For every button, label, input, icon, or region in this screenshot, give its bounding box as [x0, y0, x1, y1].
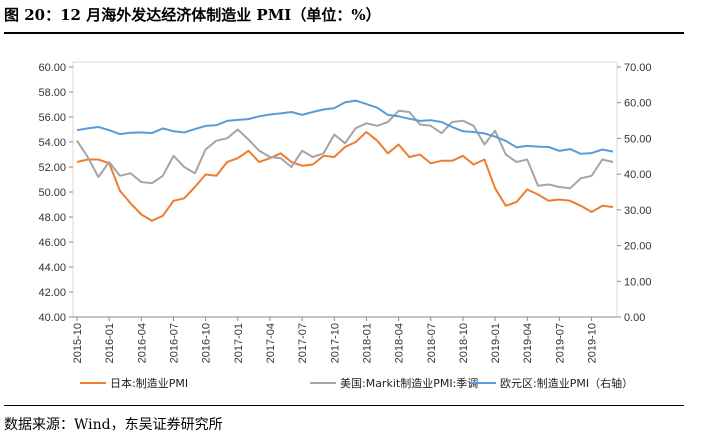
series-line-1 [76, 131, 614, 222]
left-tick-label: 60.00 [38, 62, 66, 74]
left-tick-label: 52.00 [38, 162, 66, 174]
x-tick-label: 2019-07 [554, 323, 566, 363]
legend-label-1: 日本:制造业PMI [110, 376, 188, 390]
title-rule [4, 32, 684, 34]
right-tick-label: 60.00 [624, 98, 652, 110]
x-tick-label: 2016-04 [136, 323, 148, 363]
x-tick-label: 2017-04 [265, 323, 277, 363]
left-axis: 40.00 42.00 44.00 46.00 48.00 50.00 52.00 54.00… [38, 62, 73, 324]
x-tick-label: 2019-10 [587, 323, 599, 363]
right-tick-label: 20.00 [624, 241, 652, 253]
left-tick-label: 44.00 [38, 262, 66, 274]
right-axis: 0.00 10.00 20.00 30.00 40.00 50.00 60.00 70.00 [617, 62, 652, 324]
x-tick-label: 2018-01 [361, 323, 373, 363]
right-tick-label: 10.00 [624, 276, 652, 288]
figure-title: 图 20：12 月海外发达经济体制造业 PMI（单位：%） [4, 6, 381, 24]
legend-label-2: 美国:Markit制造业PMI:季调 [340, 376, 478, 390]
left-tick-label: 46.00 [38, 237, 66, 249]
x-tick-label: 2018-10 [458, 323, 470, 363]
x-tick-label: 2016-10 [201, 323, 213, 363]
series-line-3 [76, 99, 614, 155]
left-tick-label: 48.00 [38, 212, 66, 224]
right-tick-label: 40.00 [624, 169, 652, 181]
right-tick-label: 50.00 [624, 133, 652, 145]
x-tick-label: 2019-04 [522, 323, 534, 363]
footer-rule [4, 405, 684, 406]
x-axis: 2015-10 2016-01 2016-04 2016-07 2016-10 2017-… [72, 316, 617, 363]
source-note: 数据来源：Wind，东吴证券研究所 [4, 417, 223, 433]
legend: 日本:制造业PMI 美国:Markit制造业PMI:季调 欧元区:制造业PMI（右轴… [80, 376, 633, 390]
x-tick-label: 2016-07 [168, 323, 180, 363]
x-tick-label: 2018-04 [394, 323, 406, 363]
left-tick-label: 42.00 [38, 287, 66, 299]
series-group [76, 99, 614, 222]
series-line-2 [76, 109, 614, 190]
x-tick-label: 2017-01 [233, 323, 245, 363]
x-tick-label: 2017-07 [297, 323, 309, 363]
x-tick-label: 2018-07 [426, 323, 438, 363]
left-tick-label: 58.00 [38, 87, 66, 99]
right-tick-label: 0.00 [624, 312, 645, 324]
plot-area-border [72, 61, 618, 318]
left-tick-label: 50.00 [38, 187, 66, 199]
left-tick-label: 56.00 [38, 112, 66, 124]
right-tick-label: 30.00 [624, 205, 652, 217]
left-tick-label: 54.00 [38, 137, 66, 149]
x-tick-label: 2015-10 [72, 323, 84, 363]
x-tick-label: 2019-01 [490, 323, 502, 363]
right-tick-label: 70.00 [624, 62, 652, 74]
x-tick-label: 2016-01 [104, 323, 116, 363]
x-tick-label: 2017-10 [329, 323, 341, 363]
left-tick-label: 40.00 [38, 312, 66, 324]
legend-label-3: 欧元区:制造业PMI（右轴） [500, 376, 633, 390]
